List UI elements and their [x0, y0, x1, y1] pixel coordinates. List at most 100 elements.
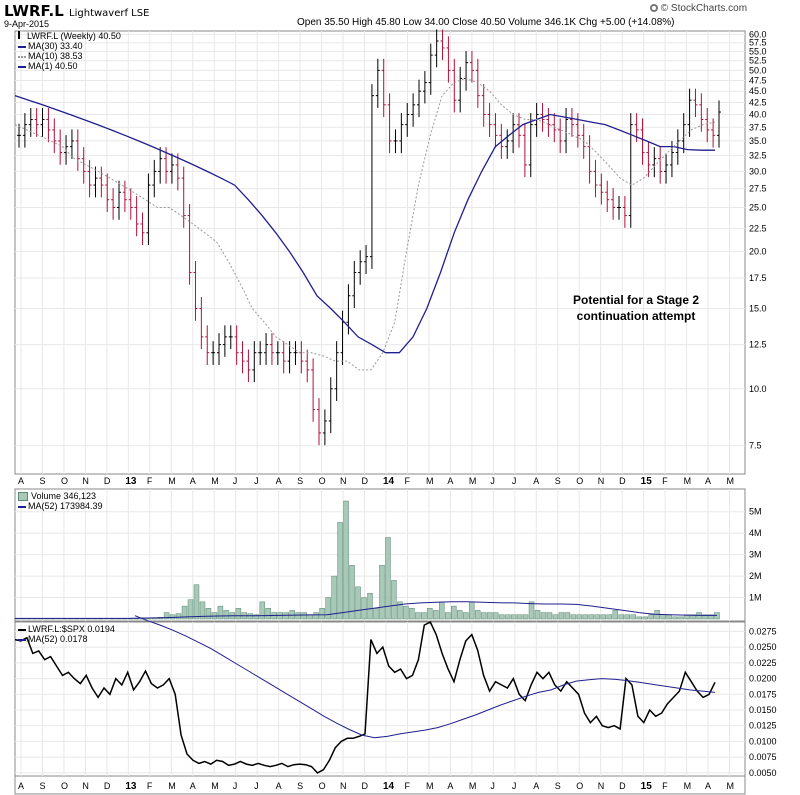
price-tick-label: 45.0 [749, 86, 767, 96]
x-tick-label: O [61, 476, 68, 486]
ohlc-bar [322, 409, 327, 446]
ratio-legend: LWRF.L:$SPX 0.0194 MA(52) 0.0178 [18, 624, 115, 644]
x-tick-label: O [576, 476, 583, 486]
symbol-name: Lightwaverf LSE [69, 8, 150, 19]
price-tick-label: 30.0 [749, 166, 767, 176]
ohlc-bar [705, 107, 710, 143]
volume-bar [468, 601, 475, 620]
x-tick-label: A [705, 476, 711, 486]
x-tick-label: 13 [125, 476, 137, 487]
price-tick-label: 25.0 [749, 202, 767, 212]
volume-bar [660, 614, 666, 620]
volume-bar [373, 608, 379, 620]
ohlc-bar [146, 173, 151, 246]
ohlc-bar [399, 113, 404, 154]
ohlc-bar [175, 153, 180, 191]
ohlc-bar [87, 159, 92, 198]
ohlc-bar [717, 100, 721, 148]
ohlc-bar [593, 159, 598, 198]
x-tick-label-bottom: D [362, 781, 369, 791]
x-tick-label: N [598, 476, 605, 486]
volume-bar [265, 608, 272, 620]
ohlc-bar [628, 113, 633, 228]
ohlc-bar [422, 71, 427, 104]
x-tick-label-bottom: S [39, 781, 45, 791]
ohlc-bar [217, 333, 221, 365]
ohlc-bar [699, 93, 704, 132]
ohlc-bar [352, 260, 357, 309]
x-tick-label-bottom: A [18, 781, 24, 791]
ohlc-bar [664, 153, 669, 184]
x-tick-label: N [82, 476, 89, 486]
x-tick-label-bottom: F [404, 781, 410, 791]
volume-bar [163, 612, 170, 620]
ratio-tick-label: 0.0150 [749, 705, 777, 715]
x-tick-label-bottom: 15 [641, 781, 653, 792]
volume-bar [708, 614, 714, 620]
ohlc-bar [234, 325, 239, 365]
ohlc-bar [275, 341, 280, 365]
ma30-line [14, 94, 715, 354]
volume-bar [504, 614, 511, 620]
ohlc-bar [458, 66, 463, 113]
volume-bar [630, 614, 636, 620]
volume-bar [193, 584, 200, 620]
ohlc-bar [52, 118, 57, 154]
volume-bar [474, 610, 481, 620]
volume-tick-label: 5M [749, 507, 762, 517]
price-legend-ma1: MA(1) 40.50 [18, 61, 121, 71]
volume-bar [540, 612, 547, 620]
ohlc-bar [469, 51, 474, 83]
ohlc-bar [358, 250, 363, 285]
ohlc-bar [417, 79, 421, 118]
x-tick-label-bottom: M [469, 781, 477, 791]
x-tick-label: M [469, 476, 477, 486]
volume-legend: Volume 346,123 MA(52) 173984.39 [18, 491, 103, 511]
volume-bar [624, 614, 631, 620]
x-tick-label: M [684, 476, 692, 486]
ohlc-bar [452, 58, 457, 113]
volume-bar [456, 610, 463, 620]
ratio-tick-label: 0.0225 [749, 658, 777, 668]
price-tick-label: 32.5 [749, 151, 767, 161]
ohlc-bar [505, 129, 510, 159]
volume-bar [301, 612, 307, 620]
chart-date: 9-Apr-2015 [4, 19, 50, 29]
ohlc-bar [658, 147, 663, 184]
x-tick-label-bottom: M [211, 781, 219, 791]
ohlc-bar [169, 153, 174, 184]
stockcharts-logo[interactable]: © StockCharts.com [650, 3, 747, 14]
x-tick-label-bottom: S [555, 781, 561, 791]
volume-bar [223, 610, 230, 620]
ohlc-bar [617, 195, 621, 220]
ohlc-bar [199, 297, 204, 350]
volume-bar [570, 614, 577, 620]
volume-bar [379, 565, 385, 620]
x-tick-label-bottom: N [340, 781, 347, 791]
ohlc-bar [205, 325, 210, 365]
ohlc-bar [128, 188, 133, 220]
x-tick-label: S [555, 476, 561, 486]
ohlc-bar [546, 107, 551, 137]
price-tick-label: 22.5 [749, 223, 767, 233]
ohlc-bar [564, 107, 569, 154]
volume-bar [516, 614, 523, 620]
x-tick-label: F [147, 476, 153, 486]
ohlc-bar [281, 341, 286, 374]
volume-bar [678, 616, 684, 620]
volume-bar [522, 614, 529, 620]
volume-tick-label: 1M [749, 593, 762, 603]
ma10-line [14, 77, 716, 371]
x-tick-label: M [211, 476, 219, 486]
volume-bar [582, 614, 589, 620]
volume-bar [451, 605, 457, 620]
price-legend-ma30: MA(30) 33.40 [18, 41, 121, 51]
ohlc-bar [17, 123, 21, 148]
bullseye-logo-icon [650, 4, 658, 12]
x-tick-label-bottom: 13 [125, 781, 137, 792]
volume-bar [618, 614, 625, 620]
x-tick-label-bottom: O [319, 781, 326, 791]
x-tick-label: F [662, 476, 668, 486]
x-tick-label-bottom: J [490, 781, 495, 791]
ohlc-bar [34, 107, 39, 137]
